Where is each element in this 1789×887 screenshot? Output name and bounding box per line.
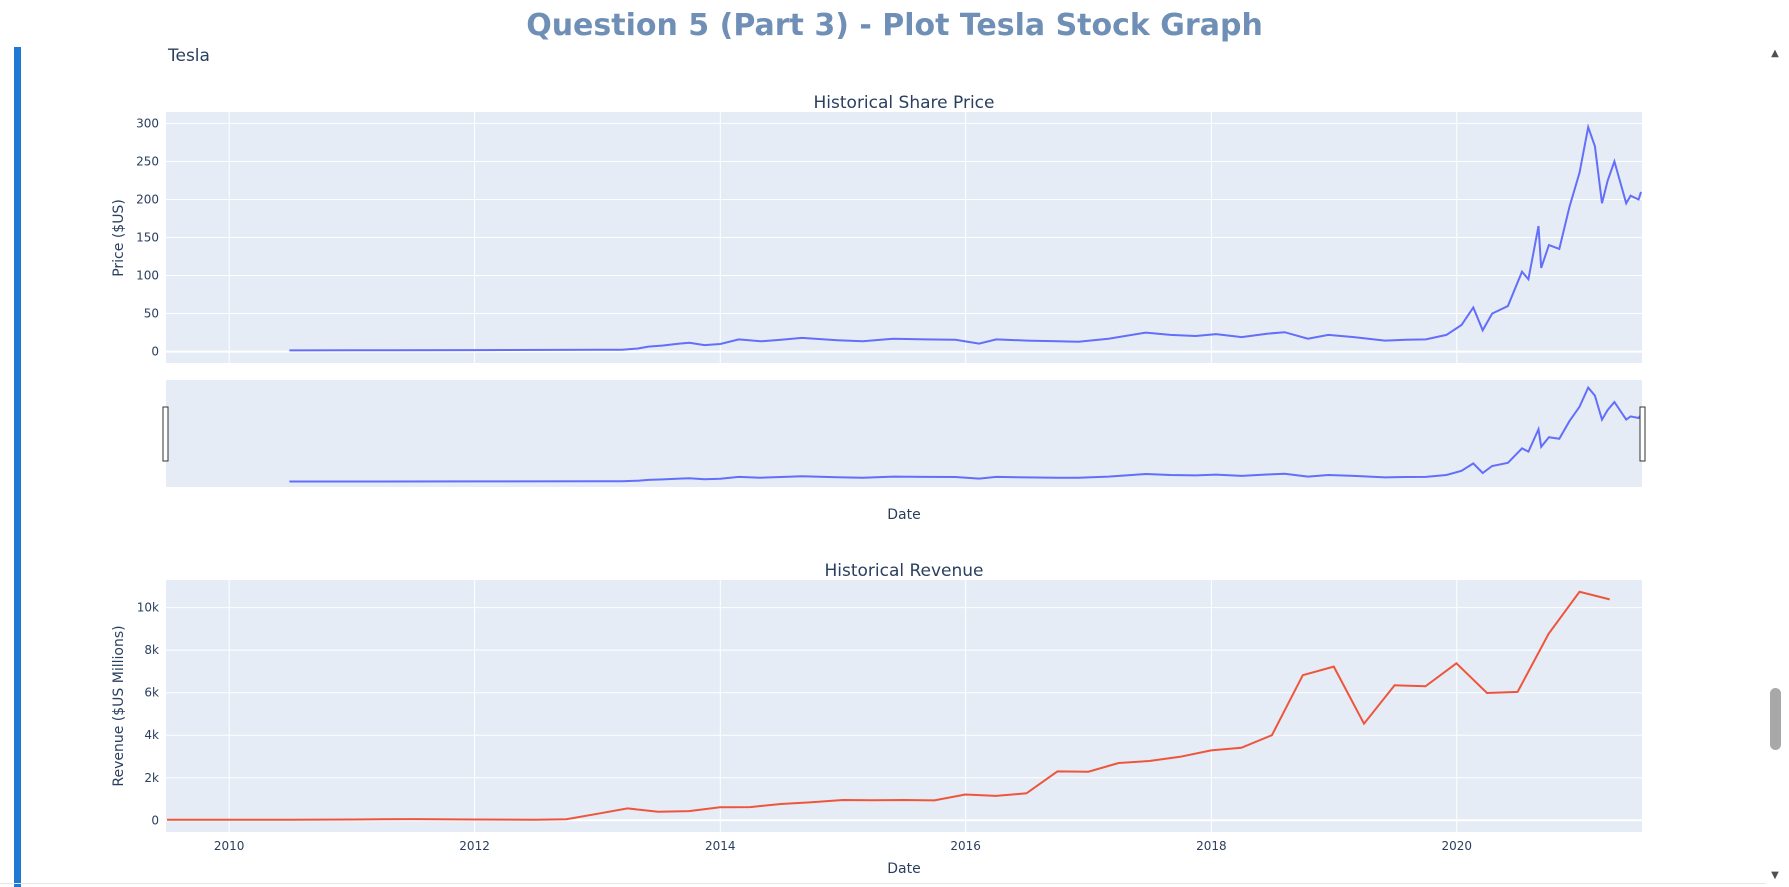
revenue-chart-title: Historical Revenue	[824, 561, 983, 581]
y-tick-label: 100	[136, 269, 159, 283]
y-tick-label: 0	[151, 813, 159, 827]
scroll-down-icon[interactable]: ▼	[1771, 870, 1779, 881]
rangeslider-left-handle[interactable]	[162, 406, 169, 462]
revenue-y-axis-label: Revenue ($US Millions)	[111, 625, 127, 786]
x-tick-label: 2016	[950, 839, 981, 853]
y-tick-label: 200	[136, 192, 159, 206]
scrollbar-track[interactable]	[1766, 47, 1788, 887]
y-tick-label: 6k	[144, 686, 159, 700]
y-tick-label: 2k	[144, 771, 159, 785]
price-y-axis-label: Price ($US)	[111, 199, 127, 277]
rangeslider-area[interactable]	[166, 380, 1642, 487]
bottom-divider	[0, 883, 1766, 884]
price-chart-title: Historical Share Price	[814, 93, 995, 113]
rangeslider-price-line	[289, 385, 1642, 483]
page-heading: Question 5 (Part 3) - Plot Tesla Stock G…	[526, 8, 1263, 43]
revenue-x-axis-label: Date	[887, 861, 920, 877]
y-tick-label: 0	[151, 345, 159, 359]
revenue-y-gridlines	[166, 607, 1642, 822]
y-tick-label: 250	[136, 154, 159, 168]
cell-output-accent-bar	[14, 47, 21, 887]
y-tick-label: 8k	[144, 643, 159, 657]
y-tick-label: 10k	[137, 601, 159, 615]
x-tick-label: 2018	[1196, 839, 1227, 853]
x-tick-label: 2014	[705, 839, 736, 853]
revenue-x-tick-labels: 2010 2012 2014 2016 2018 2020	[214, 839, 1472, 853]
y-tick-label: 50	[144, 307, 159, 321]
revenue-plot-area[interactable]	[166, 580, 1642, 832]
scroll-up-icon[interactable]: ▲	[1771, 48, 1779, 59]
scrollbar-thumb[interactable]	[1770, 688, 1781, 750]
price-line	[289, 123, 1642, 352]
y-tick-label: 4k	[144, 728, 159, 742]
y-tick-label: 300	[136, 116, 159, 130]
revenue-x-gridlines	[228, 580, 1458, 832]
y-tick-label: 150	[136, 231, 159, 245]
price-y-gridlines	[166, 122, 1642, 353]
x-tick-label: 2012	[459, 839, 490, 853]
x-tick-label: 2010	[214, 839, 245, 853]
price-y-tick-labels: 0 50 100 150 200 250 300	[136, 116, 159, 358]
figure-title: Tesla	[168, 46, 210, 66]
x-tick-label: 2020	[1442, 839, 1473, 853]
rangeslider-right-handle[interactable]	[1639, 406, 1646, 462]
price-x-axis-label: Date	[887, 507, 920, 523]
revenue-line	[167, 590, 1610, 821]
revenue-y-tick-labels: 0 2k 4k 6k 8k 10k	[137, 601, 159, 828]
